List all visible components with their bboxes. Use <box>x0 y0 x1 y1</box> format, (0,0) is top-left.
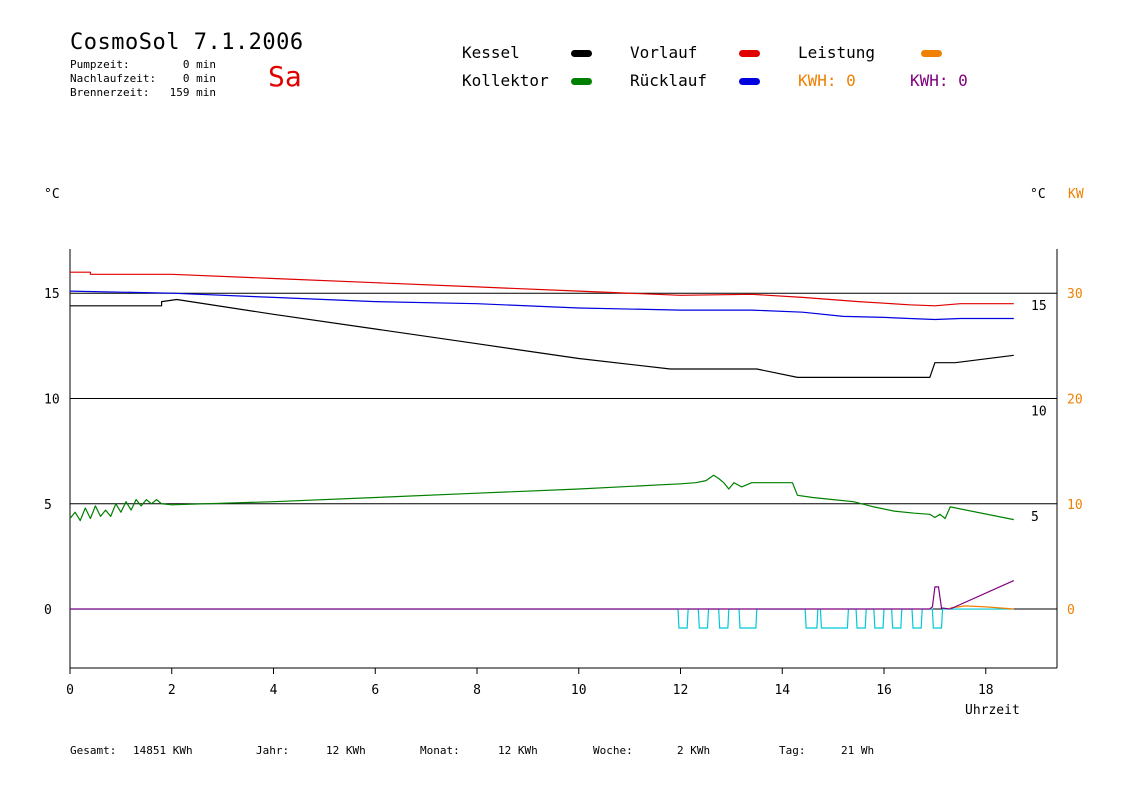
legend-label-vorlauf: Vorlauf <box>630 43 698 62</box>
stat-label-brennerzeit: Brennerzeit: <box>70 86 150 99</box>
stat-label-nachlaufzeit: Nachlaufzeit: <box>70 72 157 85</box>
series-line-rcklauf <box>69 290 1014 321</box>
y-tick-label-left: 15 <box>44 287 60 302</box>
legend-kwh-purple: KWH: 0 <box>910 71 968 90</box>
day-label: Sa <box>268 60 302 93</box>
series-line-kollektor <box>69 474 1014 522</box>
footer-monat-value: 12 KWh <box>498 744 538 757</box>
legend-label-ruecklauf: Rücklauf <box>630 71 708 90</box>
legend-swatch-leistung <box>921 50 942 57</box>
footer-jahr-value: 12 KWh <box>326 744 366 757</box>
y-tick-label-left: 5 <box>44 498 52 513</box>
x-tick-label: 10 <box>571 683 587 698</box>
stat-value-brennerzeit: 159 min <box>169 86 216 99</box>
legend-swatch-kessel <box>571 50 592 57</box>
x-tick-label: 6 <box>371 683 379 698</box>
x-tick-label: 0 <box>66 683 74 698</box>
legend-label-leistung: Leistung <box>798 43 876 62</box>
series-line-kessel <box>70 298 1014 378</box>
footer-gesamt-label: Gesamt: <box>70 744 117 757</box>
x-tick-label: 2 <box>168 683 176 698</box>
x-tick-label: 16 <box>876 683 892 698</box>
footer-woche-value: 2 KWh <box>677 744 711 757</box>
legend-label-kessel: Kessel <box>462 43 520 62</box>
y-tick-label-left: 0 <box>44 603 52 618</box>
y-tick-label-right-c: 10 <box>1031 404 1047 419</box>
legend-label-kollektor: Kollektor <box>462 71 549 90</box>
series-line-kwh <box>70 580 1015 610</box>
y-tick-label-left: 10 <box>44 392 60 407</box>
y-tick-label-right-c: 15 <box>1031 299 1047 314</box>
y-tick-label-right-kw: 20 <box>1067 392 1083 407</box>
footer-monat-label: Monat: <box>420 744 460 757</box>
footer-woche-label: Woche: <box>593 744 633 757</box>
footer-jahr-label: Jahr: <box>256 744 290 757</box>
legend-kwh-orange: KWH: 0 <box>798 71 856 90</box>
y-tick-label-right-kw: 0 <box>1067 603 1075 618</box>
right-unit-c-label: °C <box>1030 187 1046 202</box>
legend-swatch-vorlauf <box>739 50 760 57</box>
footer-tag-value: 21 Wh <box>841 744 875 757</box>
footer-tag-label: Tag: <box>779 744 806 757</box>
series-line-vorlauf <box>70 271 1014 307</box>
y-tick-label-right-kw: 30 <box>1067 287 1083 302</box>
y-tick-label-right-c: 5 <box>1031 510 1039 525</box>
footer-gesamt-value: 14851 KWh <box>133 744 193 757</box>
page-title: CosmoSol 7.1.2006 <box>70 30 304 55</box>
x-tick-label: 4 <box>270 683 278 698</box>
stat-value-nachlaufzeit: 0 min <box>182 72 216 85</box>
x-tick-label: 18 <box>978 683 994 698</box>
x-tick-label: 12 <box>673 683 689 698</box>
x-axis-label: Uhrzeit <box>965 703 1020 718</box>
panel-pulse-series <box>70 608 1014 629</box>
stat-value-pumpzeit: 0 min <box>182 58 216 71</box>
y-tick-label-right-kw: 10 <box>1067 498 1083 513</box>
stat-label-pumpzeit: Pumpzeit: <box>70 58 130 71</box>
legend-swatch-kollektor <box>571 78 592 85</box>
x-tick-label: 14 <box>774 683 790 698</box>
left-unit-label: °C <box>44 187 60 202</box>
legend-swatch-ruecklauf <box>739 78 760 85</box>
series-line-leistung <box>950 605 1014 610</box>
x-tick-label: 8 <box>473 683 481 698</box>
right-unit-kw-label: KW <box>1068 187 1084 202</box>
